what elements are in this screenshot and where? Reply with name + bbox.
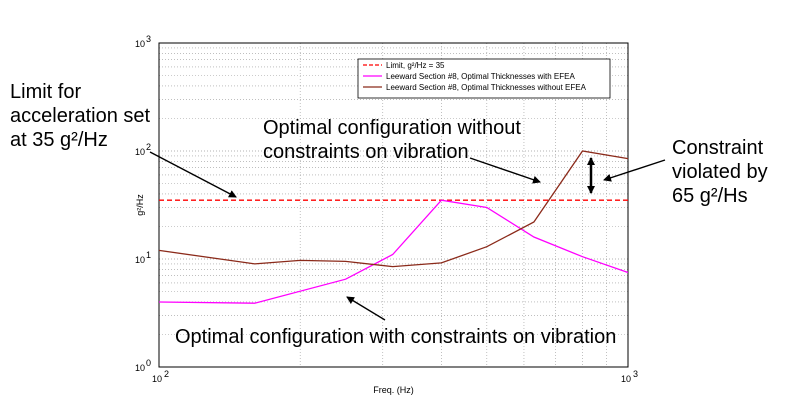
annotation-violated-line: 65 g²/Hs [672, 185, 748, 207]
y-tick-label: 10 [135, 147, 145, 157]
series-line-3 [158, 150, 629, 268]
x-tick-exponent: 2 [164, 369, 169, 379]
annotation-limit-line: Limit for [10, 81, 81, 103]
with-arrow [346, 296, 386, 321]
y-tick-label: 10 [135, 39, 145, 49]
y-tick-exponent: 1 [146, 250, 151, 260]
annotation-with-line: Optimal configuration with constraints o… [175, 326, 616, 348]
plot-area [158, 42, 629, 368]
annotation-limit-line: at 35 g²/Hz [10, 129, 108, 151]
y-tick-label: 10 [135, 363, 145, 373]
legend: Limit, g²/Hz = 35 Leeward Section #8, Opt… [357, 58, 611, 99]
without-arrow [469, 157, 541, 184]
annotation-violated-line: violated by [672, 161, 768, 183]
violated-pointer [603, 159, 666, 182]
legend-box [357, 58, 611, 99]
y-tick-exponent: 0 [146, 358, 151, 368]
x-tick-label: 10 [152, 374, 162, 384]
legend-entry: Leeward Section #8, Optimal Thicknesses … [386, 72, 575, 81]
annotation-arrows [149, 151, 666, 321]
series-lines [158, 150, 629, 304]
axis-ticks: 10 010 110 210 310 2 10 3 [135, 34, 638, 384]
legend-entry: Leeward Section #8, Optimal Thicknesses … [386, 83, 587, 92]
annotation-without-line: Optimal configuration without [263, 117, 521, 139]
annotation-limit-line: acceleration set [10, 105, 151, 127]
annotation-violated-line: Constraint [672, 137, 764, 159]
x-axis-label: Freq. (Hz) [373, 385, 414, 395]
x-tick-exponent: 3 [633, 369, 638, 379]
series-line-2 [158, 199, 629, 304]
y-tick-exponent: 2 [146, 142, 151, 152]
annotation-without-line: constraints on vibration [263, 141, 469, 163]
legend-entry: Limit, g²/Hz = 35 [386, 61, 445, 70]
y-axis-label: g²/Hz [135, 194, 145, 216]
x-tick-label: 10 [621, 374, 631, 384]
y-tick-label: 10 [135, 255, 145, 265]
y-tick-exponent: 3 [146, 34, 151, 44]
limit-arrow [149, 151, 237, 198]
